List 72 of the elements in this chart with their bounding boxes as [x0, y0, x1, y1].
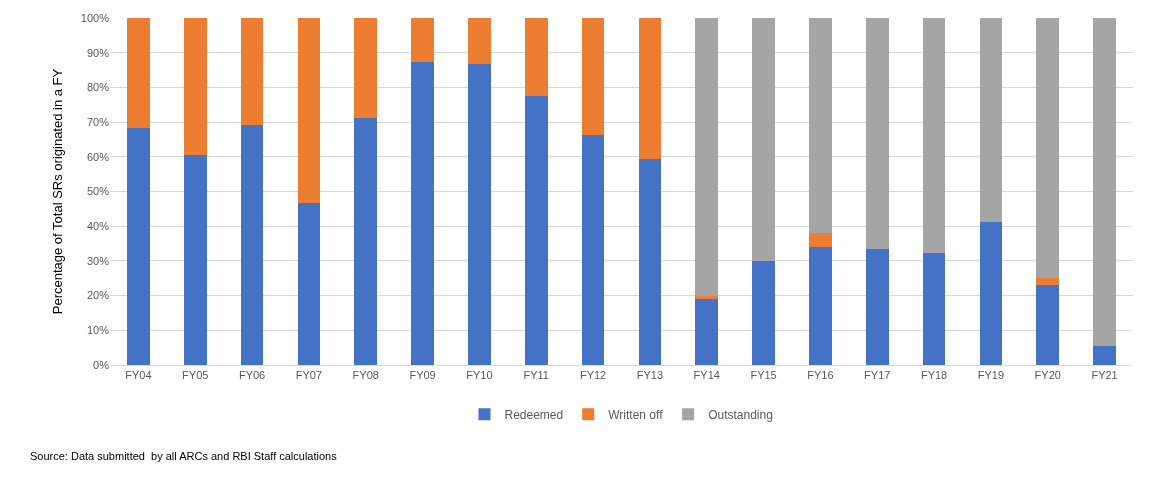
x-tick-label: FY20 — [1034, 369, 1061, 382]
bar — [411, 62, 434, 365]
y-tick-label: 90% — [86, 46, 110, 59]
bar — [297, 18, 321, 204]
bar — [922, 253, 946, 365]
y-tick-label: 10% — [86, 324, 110, 337]
x-tick-label: FY13 — [636, 369, 664, 382]
x-tick-label: FY05 — [182, 369, 209, 382]
bar — [638, 158, 662, 365]
y-tick-label: 0% — [93, 358, 110, 371]
y-tick-label: 20% — [86, 289, 110, 302]
x-tick-label: FY06 — [238, 369, 266, 382]
legend-label: Outstanding — [708, 407, 773, 422]
bar — [1093, 346, 1116, 365]
legend-label: Written off — [608, 407, 664, 422]
bar — [354, 117, 378, 365]
y-tick-label: 80% — [86, 81, 110, 94]
x-tick-label: FY11 — [523, 369, 549, 382]
bar — [865, 18, 889, 250]
y-tick-label: 100% — [80, 11, 110, 24]
bar — [1036, 18, 1060, 278]
bar — [127, 18, 150, 128]
bar — [581, 135, 605, 365]
bar — [240, 18, 264, 125]
x-tick-label: FY14 — [693, 369, 720, 382]
bar — [752, 260, 775, 365]
bar — [411, 18, 434, 63]
x-tick-label: FY07 — [295, 369, 323, 382]
bar — [183, 18, 207, 155]
bar — [865, 249, 889, 365]
y-tick-label: 60% — [86, 150, 110, 163]
y-tick-label: 40% — [86, 220, 110, 233]
bar — [1093, 18, 1116, 347]
bar — [468, 18, 491, 65]
bar — [468, 64, 491, 365]
bar — [354, 18, 378, 118]
bar — [809, 233, 832, 248]
x-tick-label: FY10 — [466, 369, 493, 382]
y-axis-title: Percentage of Total SRs originated in a FY — [49, 68, 65, 315]
bar — [809, 247, 832, 365]
x-tick-label: FY16 — [807, 369, 834, 382]
y-tick-label: 50% — [86, 185, 110, 198]
bar — [524, 96, 548, 365]
x-tick-label: FY18 — [920, 369, 948, 382]
x-tick-label: FY15 — [750, 369, 777, 382]
bar — [695, 299, 719, 365]
bar — [979, 18, 1003, 223]
x-tick-label: FY09 — [409, 369, 436, 382]
bar — [979, 222, 1003, 365]
bar — [297, 203, 321, 365]
legend-label: Redeemed — [504, 407, 564, 422]
bar — [240, 124, 264, 365]
bar — [638, 18, 662, 159]
bar — [581, 18, 605, 136]
bar — [809, 18, 832, 234]
y-tick-label: 70% — [86, 115, 110, 128]
x-tick-label: FY21 — [1091, 369, 1118, 382]
x-tick-label: FY04 — [125, 369, 152, 382]
bar — [922, 18, 946, 254]
source-note: Source: Data submitted by all ARCs and RBI Staff calculations — [30, 450, 338, 462]
x-tick-label: FY12 — [579, 369, 607, 382]
bar — [1036, 284, 1060, 365]
x-tick-label: FY17 — [864, 369, 891, 382]
y-tick-label: 30% — [86, 254, 110, 267]
x-tick-label: FY08 — [352, 369, 379, 382]
bar — [127, 128, 150, 365]
bar — [695, 18, 719, 296]
bar — [752, 18, 775, 261]
bar — [524, 18, 548, 97]
bar — [183, 154, 207, 365]
x-tick-label: FY19 — [977, 369, 1005, 382]
bar — [1036, 277, 1060, 285]
